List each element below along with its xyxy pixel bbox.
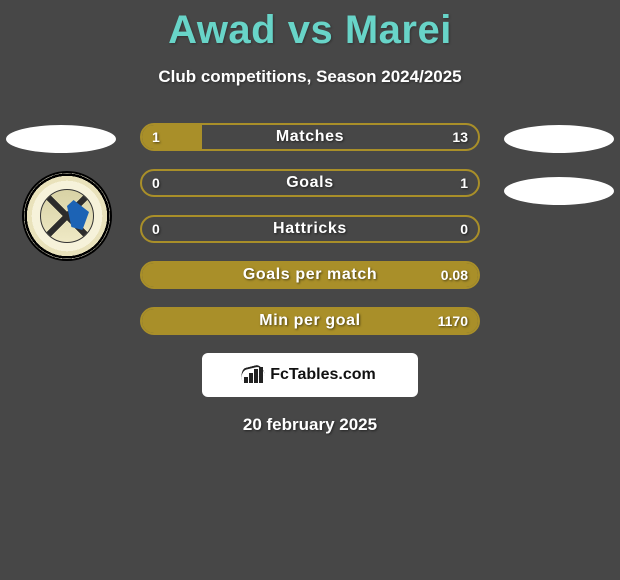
player-right-placeholder-icon xyxy=(504,125,614,153)
stat-value-right: 0 xyxy=(460,217,468,241)
watermark-box: FcTables.com xyxy=(202,353,418,397)
stat-row: Min per goal1170 xyxy=(140,307,480,335)
watermark-text: FcTables.com xyxy=(270,366,376,384)
club-left-badge-icon xyxy=(22,171,112,261)
stat-label: Goals per match xyxy=(142,263,478,287)
stat-label: Min per goal xyxy=(142,309,478,333)
comparison-panel: 1Matches130Goals10Hattricks0Goals per ma… xyxy=(0,117,620,435)
stat-row: 0Hattricks0 xyxy=(140,215,480,243)
snapshot-date: 20 february 2025 xyxy=(0,415,620,435)
stat-label: Hattricks xyxy=(142,217,478,241)
stat-value-right: 1 xyxy=(460,171,468,195)
stat-value-right: 1170 xyxy=(438,309,468,333)
player-left-placeholder-icon xyxy=(6,125,116,153)
page-title: Awad vs Marei xyxy=(0,0,620,53)
club-right-placeholder-icon xyxy=(504,177,614,205)
stat-label: Goals xyxy=(142,171,478,195)
stat-label: Matches xyxy=(142,125,478,149)
stat-value-right: 13 xyxy=(452,125,468,149)
stat-value-right: 0.08 xyxy=(441,263,468,287)
stat-row: 0Goals1 xyxy=(140,169,480,197)
stat-row: Goals per match0.08 xyxy=(140,261,480,289)
stat-row: 1Matches13 xyxy=(140,123,480,151)
barchart-icon xyxy=(244,367,264,383)
stat-rows: 1Matches130Goals10Hattricks0Goals per ma… xyxy=(140,117,480,335)
page-subtitle: Club competitions, Season 2024/2025 xyxy=(0,67,620,87)
